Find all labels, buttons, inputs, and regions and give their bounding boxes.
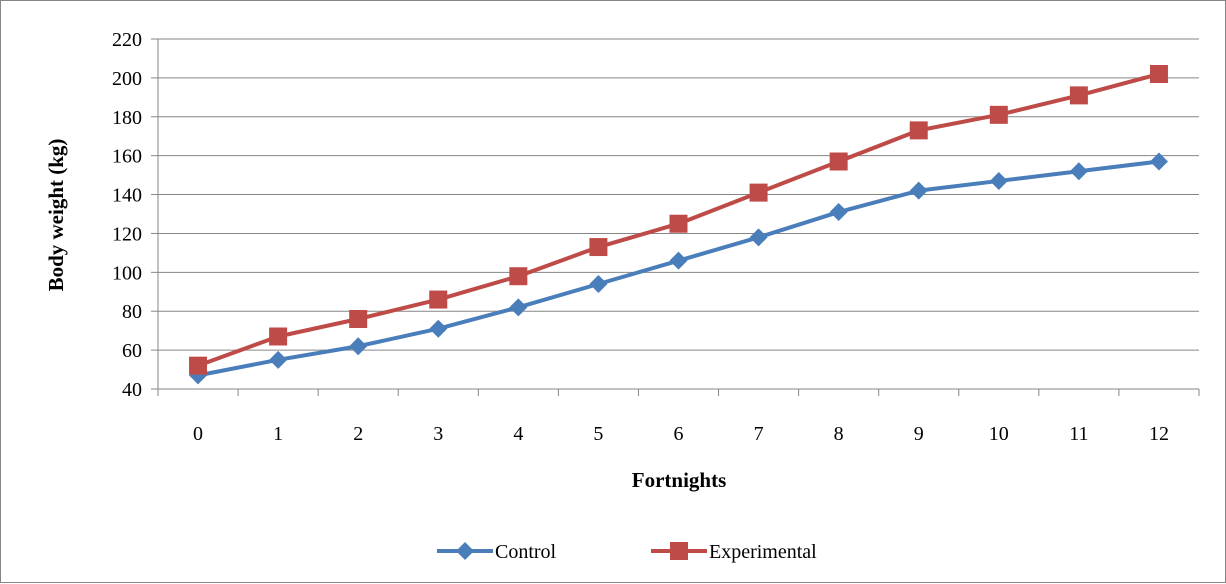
series-control — [189, 152, 1168, 385]
control-point — [589, 275, 608, 293]
experimental-point — [589, 238, 608, 257]
x-tick-labels: 0 1 2 3 4 5 6 7 8 9 10 11 12 — [193, 423, 1169, 445]
experimental-point — [269, 327, 288, 346]
experimental-point — [429, 290, 448, 309]
experimental-point — [189, 356, 208, 375]
x-tick-label: 9 — [914, 423, 924, 445]
y-axis-title: Body weight (kg) — [44, 139, 68, 292]
control-point — [269, 350, 288, 369]
legend-marker-control — [456, 542, 474, 560]
experimental-point — [669, 214, 688, 233]
x-tick-label: 5 — [593, 423, 603, 445]
y-tick-label: 60 — [122, 340, 142, 362]
y-tick-labels: 40 60 80 100 120 140 160 180 200 220 — [112, 29, 142, 401]
axes — [151, 38, 1200, 396]
x-tick-label: 7 — [754, 423, 764, 445]
x-tick-label: 8 — [834, 423, 844, 445]
series — [189, 65, 1168, 385]
legend-label-experimental: Experimental — [709, 541, 817, 563]
y-tick-label: 200 — [112, 68, 142, 90]
x-tick-label: 6 — [674, 423, 684, 445]
y-tick-label: 220 — [112, 29, 142, 51]
y-tick-label: 180 — [112, 107, 142, 129]
legend: Control Experimental — [437, 541, 817, 563]
y-tick-label: 140 — [112, 185, 142, 207]
y-tick-label: 100 — [112, 262, 142, 284]
legend-item-control: Control — [437, 541, 557, 563]
x-tick-label: 1 — [273, 423, 283, 445]
experimental-point — [1149, 65, 1168, 83]
control-point — [829, 203, 848, 222]
control-point — [909, 181, 928, 200]
y-tick-label: 80 — [122, 301, 142, 323]
y-tick-label: 160 — [112, 146, 142, 168]
experimental-point — [989, 105, 1008, 124]
x-tick-label: 3 — [433, 423, 443, 445]
gridlines — [158, 38, 1199, 351]
control-point — [749, 228, 768, 247]
y-tick-label: 40 — [122, 379, 142, 401]
x-tick-label: 11 — [1069, 423, 1088, 445]
control-point — [1149, 152, 1168, 171]
experimental-point — [829, 152, 848, 171]
x-tick-label: 4 — [513, 423, 523, 445]
experimental-point — [749, 183, 768, 202]
x-axis-title: Fortnights — [632, 468, 727, 492]
x-tick-label: 12 — [1149, 423, 1169, 445]
legend-item-experimental: Experimental — [651, 541, 817, 563]
control-point — [349, 337, 368, 356]
legend-label-control: Control — [495, 541, 557, 563]
experimental-point — [1069, 86, 1088, 105]
experimental-point — [349, 310, 368, 328]
control-point — [989, 171, 1008, 190]
series-experimental — [189, 65, 1168, 375]
control-point — [429, 319, 448, 338]
x-tick-label: 10 — [989, 423, 1009, 445]
experimental-point — [909, 121, 928, 140]
y-tick-label: 120 — [112, 223, 142, 245]
control-point — [669, 251, 688, 270]
x-tick-label: 2 — [353, 423, 363, 445]
x-tick-label: 0 — [193, 423, 203, 445]
legend-marker-experimental — [670, 542, 688, 560]
control-point — [1069, 162, 1088, 181]
control-point — [509, 298, 528, 317]
experimental-point — [509, 267, 528, 286]
